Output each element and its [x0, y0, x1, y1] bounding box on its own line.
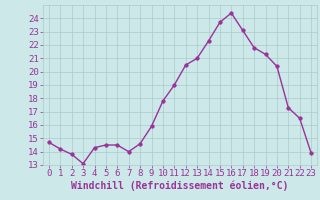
X-axis label: Windchill (Refroidissement éolien,°C): Windchill (Refroidissement éolien,°C) — [71, 181, 289, 191]
